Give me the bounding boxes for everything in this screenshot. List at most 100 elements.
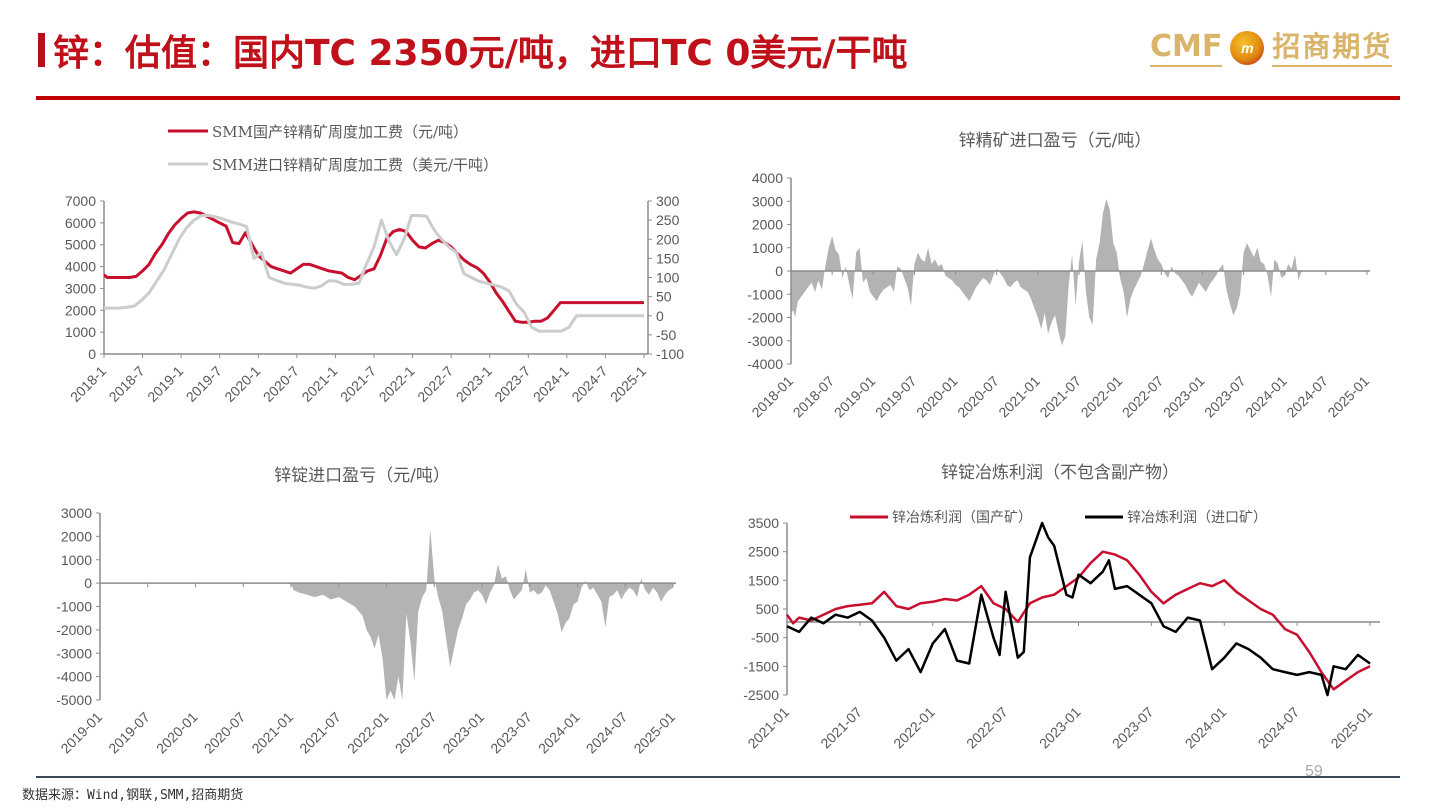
y-tick-label: 7000 xyxy=(65,193,96,209)
x-tick-label: 2021-01 xyxy=(995,373,1043,421)
logo-cmf-text: CMF xyxy=(1150,29,1223,67)
y-right-tick-label: 50 xyxy=(656,289,672,305)
x-tick-label: 2024-1 xyxy=(530,363,572,405)
series-line xyxy=(104,214,644,333)
data-source-note: 数据来源：Wind,钢联,SMM,招商期货 xyxy=(22,788,244,803)
y-tick-label: -2500 xyxy=(743,687,779,703)
area-series xyxy=(791,198,1343,346)
y-tick-label: -4000 xyxy=(747,356,783,372)
chart-smelting-profit: 锌锭冶炼利润（不包含副产物） 锌冶炼利润（国产矿） 锌冶炼利润（进口矿） -25… xyxy=(743,463,1380,751)
x-tick-label: 2020-01 xyxy=(913,373,961,421)
title-text: 锌：估值：国内TC 2350元/吨，进口TC 0美元/干吨 xyxy=(53,33,908,74)
x-tick-label: 2021-07 xyxy=(296,709,344,757)
x-tick-label: 2019-1 xyxy=(144,363,186,405)
x-tick-label: 2024-7 xyxy=(568,363,610,405)
y-right-tick-label: 250 xyxy=(656,212,680,228)
x-tick-label: 2023-1 xyxy=(453,363,495,405)
x-tick-label: 2019-07 xyxy=(872,373,920,421)
x-tick-label: 2025-01 xyxy=(1327,704,1375,752)
header-divider xyxy=(36,96,1400,100)
x-tick-label: 2022-7 xyxy=(414,363,456,405)
y-tick-label: -2000 xyxy=(747,310,783,326)
x-tick-label: 2020-07 xyxy=(954,373,1002,421)
x-tick-label: 2023-01 xyxy=(1160,373,1208,421)
x-tick-label: 2024-01 xyxy=(535,709,583,757)
y-tick-label: -5000 xyxy=(56,692,92,708)
y-tick-label: 3500 xyxy=(748,515,779,531)
y-tick-label: 5000 xyxy=(65,237,96,253)
y-right-tick-label: 0 xyxy=(656,308,664,324)
series-line xyxy=(103,210,644,324)
x-tick-label: 2019-7 xyxy=(183,363,225,405)
y-tick-label: 2000 xyxy=(65,302,96,318)
y-tick-label: 1000 xyxy=(65,324,96,340)
y-right-tick-label: 200 xyxy=(656,231,680,247)
x-tick-label: 2025-01 xyxy=(1324,373,1372,421)
y-tick-label: 1000 xyxy=(61,552,92,568)
chart-ingot-import-pl: 锌锭进口盈亏（元/吨） -5000 -4000 -3000 -2000 -1000 0 10… xyxy=(56,466,678,756)
y-tick-label: -2000 xyxy=(56,622,92,638)
x-tick-label: 2018-1 xyxy=(67,363,109,405)
x-tick-label: 2018-07 xyxy=(790,373,838,421)
y-tick-label: 0 xyxy=(775,263,783,279)
x-tick-label: 2020-07 xyxy=(201,709,249,757)
x-tick-label: 2019-01 xyxy=(831,373,879,421)
x-tick-label: 2023-07 xyxy=(1201,373,1249,421)
y-tick-label: 0 xyxy=(88,346,96,362)
x-tick-label: 2023-01 xyxy=(1036,704,1084,752)
x-tick-label: 2023-01 xyxy=(439,709,487,757)
y-tick-label: -500 xyxy=(751,630,779,646)
y-tick-label: 2500 xyxy=(748,544,779,560)
x-tick-label: 2024-07 xyxy=(1283,373,1331,421)
x-tick-label: 2024-01 xyxy=(1182,704,1230,752)
footer-divider xyxy=(36,776,1400,778)
x-tick-label: 2021-01 xyxy=(248,709,296,757)
y-tick-label: 3000 xyxy=(65,280,96,296)
y-right-tick-label: 150 xyxy=(656,250,680,266)
x-tick-label: 2022-07 xyxy=(1119,373,1167,421)
y-tick-label: -1000 xyxy=(747,286,783,302)
x-tick-label: 2024-01 xyxy=(1242,373,1290,421)
chart-title-ingot: 锌锭进口盈亏（元/吨） xyxy=(274,466,450,486)
logo-badge-icon: m xyxy=(1230,31,1265,65)
y-tick-label: 1500 xyxy=(748,572,779,588)
x-tick-label: 2022-01 xyxy=(344,709,392,757)
y-tick-label: 500 xyxy=(756,601,780,617)
y-tick-label: -4000 xyxy=(56,669,92,685)
y-tick-label: -1500 xyxy=(743,658,779,674)
y-right-tick-label: -50 xyxy=(656,327,676,343)
x-tick-label: 2022-1 xyxy=(376,363,418,405)
y-tick-label: 4000 xyxy=(65,259,96,275)
area-series xyxy=(100,529,673,700)
title-accent-bar xyxy=(38,33,45,67)
logo-cn-text: 招商期货 xyxy=(1272,29,1393,67)
legend-domestic-ore: 锌冶炼利润（国产矿） xyxy=(892,510,1032,526)
x-tick-label: 2024-07 xyxy=(1255,704,1303,752)
page-title: 锌：估值：国内TC 2350元/吨，进口TC 0美元/干吨 xyxy=(38,22,908,78)
x-tick-label: 2025-01 xyxy=(630,709,678,757)
y-tick-label: 3000 xyxy=(61,505,92,521)
y-tick-label: 2000 xyxy=(752,217,783,233)
x-tick-label: 2020-01 xyxy=(153,709,201,757)
x-tick-label: 2019-01 xyxy=(57,709,105,757)
legend-import: SMM进口锌精矿周度加工费（美元/干吨） xyxy=(212,156,498,174)
x-tick-label: 2021-7 xyxy=(337,363,379,405)
y-tick-label: 2000 xyxy=(61,528,92,544)
company-logo: CMF m 招商期货 xyxy=(1150,26,1393,70)
legend-domestic: SMM国产锌精矿周度加工费（元/吨） xyxy=(212,123,468,141)
x-tick-label: 2023-07 xyxy=(487,709,535,757)
x-tick-label: 2018-01 xyxy=(748,373,796,421)
x-tick-label: 2023-07 xyxy=(1109,704,1157,752)
chart-tc-weekly: SMM国产锌精矿周度加工费（元/吨） SMM进口锌精矿周度加工费（美元/干吨） … xyxy=(65,123,684,405)
y-tick-label: -1000 xyxy=(56,599,92,615)
chart-title-smelting: 锌锭冶炼利润（不包含副产物） xyxy=(941,463,1179,483)
y-tick-label: -3000 xyxy=(747,333,783,349)
y-tick-label: -3000 xyxy=(56,645,92,661)
x-tick-label: 2025-1 xyxy=(607,363,649,405)
x-tick-label: 2022-07 xyxy=(963,704,1011,752)
y-tick-label: 4000 xyxy=(752,170,783,186)
y-right-tick-label: 100 xyxy=(656,270,680,286)
x-tick-label: 2022-01 xyxy=(1078,373,1126,421)
x-tick-label: 2021-1 xyxy=(298,363,340,405)
